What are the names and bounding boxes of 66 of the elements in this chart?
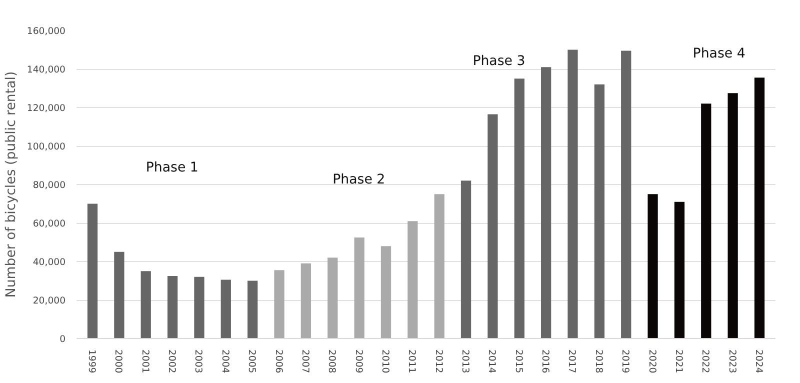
y-tick-label: 160,000: [26, 26, 66, 37]
bar: [568, 50, 578, 338]
x-tick-label: 2018: [592, 350, 604, 374]
x-tick-label: 2001: [139, 350, 150, 374]
bar: [194, 276, 204, 338]
bar: [167, 276, 178, 338]
bar: [434, 194, 444, 338]
bar: [380, 246, 392, 338]
x-tick-label: 2009: [352, 350, 364, 374]
x-tick-label: 2004: [219, 350, 230, 374]
y-tick-label: 100,000: [26, 142, 66, 152]
x-tick-label: 2020: [646, 350, 658, 374]
bar: [701, 104, 712, 338]
bar: [594, 84, 604, 338]
y-axis-title: Number of bicycles (public rental): [4, 71, 19, 298]
y-tick-label: 40,000: [32, 257, 66, 268]
x-tick-label: 2002: [166, 350, 178, 374]
x-tick-label: 2006: [272, 350, 284, 374]
y-tick-label: 0: [60, 334, 66, 345]
bar: [300, 263, 312, 338]
annotation: Phase 4: [692, 46, 746, 62]
x-tick-label: 2013: [460, 350, 471, 374]
x-tick-label: 2017: [566, 350, 578, 374]
x-tick-label: 2016: [540, 350, 551, 374]
y-tick-label: 60,000: [32, 218, 66, 230]
annotation: Phase 3: [472, 54, 526, 69]
x-tick-label: 2024: [752, 350, 764, 374]
bar: [754, 78, 765, 338]
bar: [328, 258, 338, 338]
bar: [674, 202, 685, 338]
x-tick-label: 2021: [672, 350, 684, 374]
bar: [540, 67, 552, 338]
x-tick-label: 1999: [86, 350, 98, 374]
x-tick-label: 2008: [326, 350, 338, 374]
x-tick-label: 2007: [299, 350, 310, 374]
bar: [514, 78, 524, 338]
x-tick-label: 2005: [246, 350, 258, 374]
bar: [274, 270, 284, 338]
y-tick-label: 120,000: [26, 103, 66, 114]
x-tick-label: 2014: [486, 350, 498, 374]
x-tick-label: 2015: [512, 350, 524, 374]
bar: [408, 221, 418, 338]
x-tick-label: 2000: [112, 350, 124, 374]
x-tick-label: 2012: [432, 350, 444, 374]
bar: [220, 280, 231, 338]
x-tick-label: 2010: [379, 350, 390, 374]
y-tick-label: 20,000: [32, 296, 66, 306]
x-tick-label: 2019: [620, 350, 631, 374]
bar: [354, 237, 364, 338]
x-tick-label: 2022: [700, 350, 711, 374]
annotation: Phase 2: [332, 172, 386, 188]
bar: [248, 280, 258, 338]
bar: [648, 194, 658, 338]
x-tick-label: 2023: [726, 350, 738, 374]
bar: [728, 93, 738, 338]
y-tick-label: 140,000: [26, 64, 66, 76]
bar: [87, 204, 98, 338]
y-tick-label: 80,000: [32, 180, 66, 191]
bar: [621, 50, 632, 338]
annotation: Phase 1: [146, 160, 198, 176]
x-tick-label: 2003: [192, 350, 204, 374]
bar: [114, 252, 124, 338]
bar: [488, 114, 498, 338]
x-tick-label: 2011: [406, 350, 418, 374]
bar: [460, 180, 472, 338]
bar: [140, 271, 151, 338]
